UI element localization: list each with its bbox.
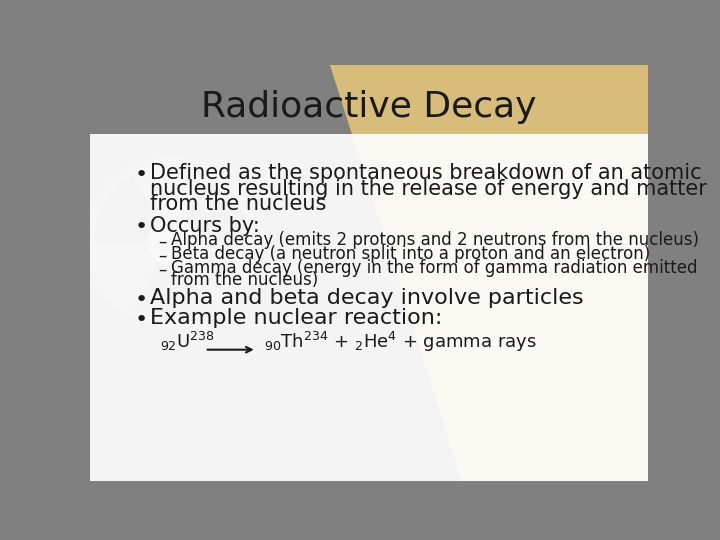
Polygon shape bbox=[330, 65, 648, 481]
Text: Radioactive Decay: Radioactive Decay bbox=[202, 90, 536, 124]
Text: –: – bbox=[158, 233, 166, 251]
Circle shape bbox=[86, 157, 256, 327]
Text: nucleus resulting in the release of energy and matter: nucleus resulting in the release of ener… bbox=[150, 179, 707, 199]
Circle shape bbox=[154, 225, 189, 259]
Text: Alpha decay (emits 2 protons and 2 neutrons from the nucleus): Alpha decay (emits 2 protons and 2 neutr… bbox=[171, 231, 698, 249]
Text: $_{90}$Th$^{234}$ + $_{2}$He$^{4}$ + gamma rays: $_{90}$Th$^{234}$ + $_{2}$He$^{4}$ + gam… bbox=[264, 330, 537, 354]
Text: –: – bbox=[158, 247, 166, 265]
Wedge shape bbox=[94, 175, 160, 242]
Text: –: – bbox=[158, 260, 166, 279]
Text: $_{92}$U$^{238}$: $_{92}$U$^{238}$ bbox=[160, 330, 215, 353]
Text: •: • bbox=[135, 165, 148, 185]
Text: •: • bbox=[135, 217, 148, 237]
Text: Defined as the spontaneous breakdown of an atomic: Defined as the spontaneous breakdown of … bbox=[150, 164, 702, 184]
FancyBboxPatch shape bbox=[90, 134, 648, 481]
Text: •: • bbox=[135, 289, 148, 309]
Text: from the nucleus: from the nucleus bbox=[150, 194, 327, 214]
Wedge shape bbox=[183, 175, 249, 242]
Text: Gamma decay (energy in the form of gamma radiation emitted: Gamma decay (energy in the form of gamma… bbox=[171, 259, 697, 277]
Wedge shape bbox=[132, 262, 210, 319]
Text: Beta decay (a neutron split into a proton and an electron): Beta decay (a neutron split into a proto… bbox=[171, 245, 650, 263]
Text: Alpha and beta decay involve particles: Alpha and beta decay involve particles bbox=[150, 288, 584, 308]
Circle shape bbox=[148, 219, 194, 265]
Text: Occurs by:: Occurs by: bbox=[150, 215, 260, 236]
Text: •: • bbox=[135, 309, 148, 329]
Text: from the nucleus): from the nucleus) bbox=[171, 271, 318, 289]
Text: Example nuclear reaction:: Example nuclear reaction: bbox=[150, 308, 443, 328]
